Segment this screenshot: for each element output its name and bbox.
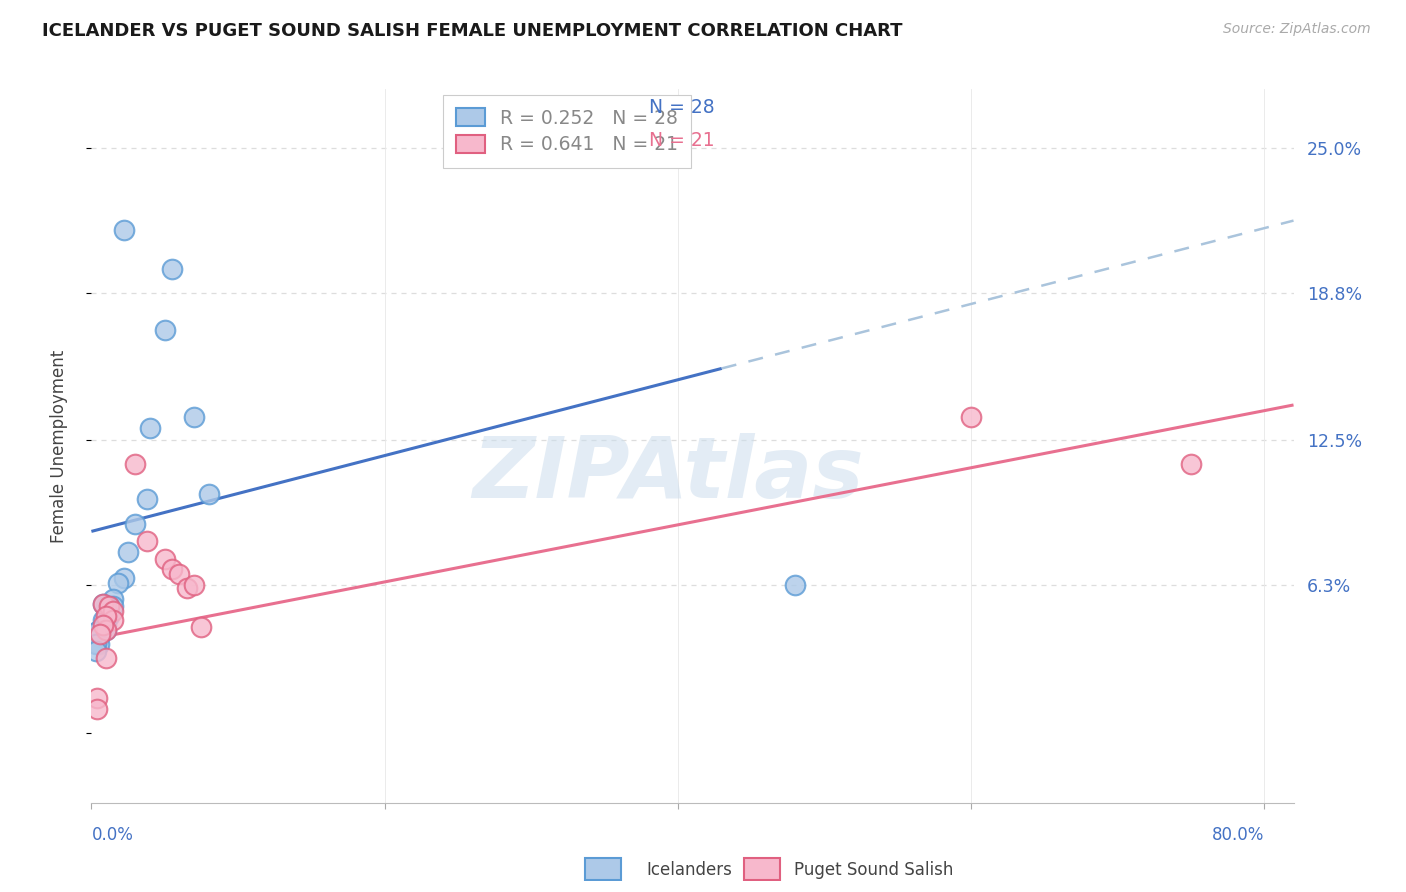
Point (136, 491, 159, 506)
Point (91, 597, 114, 611)
Point (98, 608, 121, 623)
Point (91, 597, 114, 611)
Point (183, 409, 205, 424)
Point (103, 613, 125, 627)
Point (136, 533, 159, 548)
Point (87, 623, 110, 637)
Point (103, 604, 125, 618)
Point (94, 650, 117, 665)
Point (94, 608, 117, 623)
Point (160, 562, 183, 576)
Point (1180, 457, 1202, 471)
Point (112, 222, 135, 236)
Point (190, 620, 212, 634)
Point (84, 644, 107, 658)
Point (117, 545, 139, 559)
Point (124, 517, 146, 532)
Point (86, 702, 108, 716)
Point (84, 637, 107, 651)
Point (94, 618, 117, 632)
Point (87, 637, 110, 651)
Text: 0.0%: 0.0% (91, 826, 134, 844)
Text: Puget Sound Salish: Puget Sound Salish (794, 861, 953, 879)
Point (94, 623, 117, 637)
Point (153, 323, 176, 337)
Text: 80.0%: 80.0% (1212, 826, 1264, 844)
Point (91, 618, 114, 632)
Point (124, 457, 146, 471)
Point (89, 627, 111, 641)
Point (153, 552, 176, 566)
Point (112, 571, 135, 585)
Point (84, 625, 107, 640)
Point (94, 623, 117, 637)
Point (86, 690, 108, 705)
Point (783, 578, 806, 592)
Y-axis label: Female Unemployment: Female Unemployment (49, 350, 67, 542)
Point (98, 599, 121, 614)
Point (94, 608, 117, 623)
Text: ZIPAtlas: ZIPAtlas (472, 433, 865, 516)
FancyBboxPatch shape (585, 857, 621, 880)
Point (197, 487, 219, 501)
Point (960, 409, 983, 424)
Point (98, 599, 121, 614)
Point (91, 613, 114, 627)
Point (160, 262, 183, 277)
Text: Source: ZipAtlas.com: Source: ZipAtlas.com (1223, 22, 1371, 37)
Text: N = 28: N = 28 (650, 98, 714, 117)
Point (107, 575, 129, 590)
Point (176, 581, 198, 595)
Legend: R = 0.252   N = 28, R = 0.641   N = 21: R = 0.252 N = 28, R = 0.641 N = 21 (443, 95, 690, 168)
Point (103, 592, 125, 607)
Point (87, 630, 110, 644)
Text: N = 21: N = 21 (650, 130, 714, 150)
Point (169, 566, 191, 581)
Point (139, 421, 162, 435)
FancyBboxPatch shape (744, 857, 780, 880)
Point (103, 599, 125, 614)
Point (94, 599, 117, 614)
Text: ICELANDER VS PUGET SOUND SALISH FEMALE UNEMPLOYMENT CORRELATION CHART: ICELANDER VS PUGET SOUND SALISH FEMALE U… (42, 22, 903, 40)
Point (183, 578, 205, 592)
Text: Icelanders: Icelanders (647, 861, 733, 879)
